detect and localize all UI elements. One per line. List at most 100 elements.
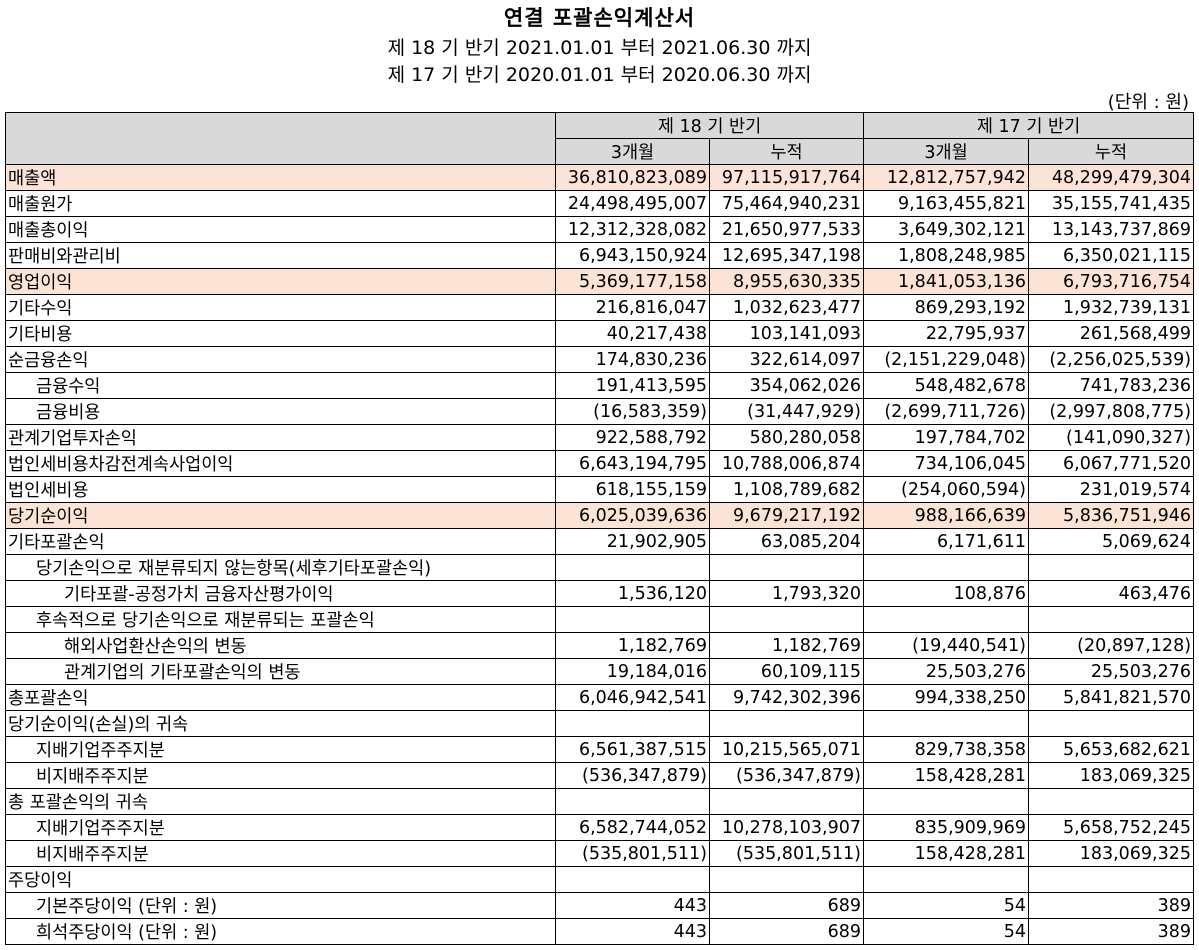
row-value	[555, 788, 710, 815]
row-value	[1028, 866, 1195, 893]
table-row: 당기순이익(손실)의 귀속	[5, 710, 1195, 737]
table-row: 기타포괄-공정가치 금융자산평가이익 1,536,120 1,793,320 108,…	[5, 580, 1195, 607]
row-value: 13,143,737,869	[1028, 216, 1195, 243]
unit-label: (단위 : 원)	[1107, 92, 1189, 113]
row-value: 231,019,574	[1028, 476, 1195, 503]
row-value: 1,793,320	[708, 580, 865, 607]
row-value: 6,046,942,541	[555, 684, 710, 711]
row-value: 6,643,194,795	[555, 450, 710, 477]
row-label: 비지배주주지분	[5, 762, 556, 789]
table-row: 지배기업주주지분 6,561,387,515 10,215,565,071 829,7…	[5, 736, 1195, 763]
prior-three-month-header: 3개월	[863, 138, 1030, 165]
row-value	[1028, 606, 1195, 633]
row-label: 매출액	[5, 164, 556, 191]
row-value: 829,738,358	[863, 736, 1030, 763]
row-value: (254,060,594)	[863, 476, 1030, 503]
row-value: 35,155,741,435	[1028, 190, 1195, 217]
row-value: 1,841,053,136	[863, 268, 1030, 295]
row-value: 443	[555, 918, 710, 945]
table-header: 제 18 기 반기 제 17 기 반기 3개월 누적 3개월 누적	[5, 112, 1195, 165]
table-row: 총포괄손익 6,046,942,541 9,742,302,396 994,338,2…	[5, 684, 1195, 711]
row-value: 1,932,739,131	[1028, 294, 1195, 321]
row-label: 희석주당이익 (단위 : 원)	[5, 918, 556, 945]
row-value: 1,808,248,985	[863, 242, 1030, 269]
row-label: 매출총이익	[5, 216, 556, 243]
table-row: 당기순이익 6,025,039,636 9,679,217,192 988,166,6…	[5, 502, 1195, 529]
table-row: 기타수익 216,816,047 1,032,623,477 869,293,192 1…	[5, 294, 1195, 321]
row-value: 580,280,058	[708, 424, 865, 451]
row-value: 9,163,455,821	[863, 190, 1030, 217]
row-label: 순금융손익	[5, 346, 556, 373]
row-value	[708, 710, 865, 737]
row-label: 법인세비용	[5, 476, 556, 503]
row-value: 1,536,120	[555, 580, 710, 607]
row-label: 관계기업투자손익	[5, 424, 556, 451]
row-value: (16,583,359)	[555, 398, 710, 425]
row-value: 48,299,479,304	[1028, 164, 1195, 191]
statement-title: 연결 포괄손익계산서	[503, 6, 696, 30]
table-row: 후속적으로 당기손익으로 재분류되는 포괄손익	[5, 606, 1195, 633]
table-row: 희석주당이익 (단위 : 원) 443 689 54 389	[5, 918, 1195, 945]
row-value: (2,699,711,726)	[863, 398, 1030, 425]
row-value: 97,115,917,764	[708, 164, 865, 191]
row-label: 기타비용	[5, 320, 556, 347]
table-row: 법인세비용차감전계속사업이익 6,643,194,795 10,788,006,87…	[5, 450, 1195, 477]
row-value: 6,350,021,115	[1028, 242, 1195, 269]
row-label: 후속적으로 당기손익으로 재분류되는 포괄손익	[5, 606, 556, 633]
row-label: 총포괄손익	[5, 684, 556, 711]
row-value: 60,109,115	[708, 658, 865, 685]
table-row: 매출총이익 12,312,328,082 21,650,977,533 3,649,3…	[5, 216, 1195, 243]
row-value	[1028, 554, 1195, 581]
row-value: 354,062,026	[708, 372, 865, 399]
row-value: 5,841,821,570	[1028, 684, 1195, 711]
row-value: (2,256,025,539)	[1028, 346, 1195, 373]
row-value: 40,217,438	[555, 320, 710, 347]
table-row: 비지배주주지분 (535,801,511) (535,801,511) 158,428…	[5, 840, 1195, 867]
row-value: 158,428,281	[863, 762, 1030, 789]
table-row: 관계기업의 기타포괄손익의 변동 19,184,016 60,109,115 25,5…	[5, 658, 1195, 685]
row-value: 191,413,595	[555, 372, 710, 399]
row-label: 기타수익	[5, 294, 556, 321]
table-row: 해외사업환산손익의 변동 1,182,769 1,182,769 (19,440,54…	[5, 632, 1195, 659]
row-value: 24,498,495,007	[555, 190, 710, 217]
row-value: 183,069,325	[1028, 762, 1195, 789]
table-row: 금융비용 (16,583,359) (31,447,929) (2,699,711,7…	[5, 398, 1195, 425]
row-label: 총 포괄손익의 귀속	[5, 788, 556, 815]
row-value	[1028, 788, 1195, 815]
row-value: 36,810,823,089	[555, 164, 710, 191]
row-value: (19,440,541)	[863, 632, 1030, 659]
table-row: 판매비와관리비 6,943,150,924 12,695,347,198 1,808,…	[5, 242, 1195, 269]
row-value: 9,679,217,192	[708, 502, 865, 529]
row-value: 216,816,047	[555, 294, 710, 321]
row-value: (20,897,128)	[1028, 632, 1195, 659]
row-value: 9,742,302,396	[708, 684, 865, 711]
row-value: 183,069,325	[1028, 840, 1195, 867]
row-label: 당기순이익(손실)의 귀속	[5, 710, 556, 737]
table-row: 매출액 36,810,823,089 97,115,917,764 12,812,75…	[5, 164, 1195, 191]
row-value: 689	[708, 892, 865, 919]
row-value: 5,369,177,158	[555, 268, 710, 295]
row-value: 75,464,940,231	[708, 190, 865, 217]
table-body: 매출액 36,810,823,089 97,115,917,764 12,812,75…	[5, 164, 1195, 945]
row-value	[863, 554, 1030, 581]
prior-cumulative-header: 누적	[1028, 138, 1195, 165]
row-value: 1,182,769	[555, 632, 710, 659]
row-label: 법인세비용차감전계속사업이익	[5, 450, 556, 477]
row-value: (535,801,511)	[555, 840, 710, 867]
row-value: 6,067,771,520	[1028, 450, 1195, 477]
current-three-month-header: 3개월	[555, 138, 710, 165]
row-label: 기본주당이익 (단위 : 원)	[5, 892, 556, 919]
row-value: 389	[1028, 918, 1195, 945]
row-value: 54	[863, 892, 1030, 919]
row-value: 548,482,678	[863, 372, 1030, 399]
row-value: 25,503,276	[863, 658, 1030, 685]
row-value: 6,943,150,924	[555, 242, 710, 269]
row-value: 5,653,682,621	[1028, 736, 1195, 763]
row-value: 174,830,236	[555, 346, 710, 373]
row-value	[555, 710, 710, 737]
row-label: 금융수익	[5, 372, 556, 399]
row-label: 지배기업주주지분	[5, 814, 556, 841]
row-value: 734,106,045	[863, 450, 1030, 477]
table-row: 당기손익으로 재분류되지 않는항목(세후기타포괄손익)	[5, 554, 1195, 581]
table-row: 기타비용 40,217,438 103,141,093 22,795,937 261,5…	[5, 320, 1195, 347]
